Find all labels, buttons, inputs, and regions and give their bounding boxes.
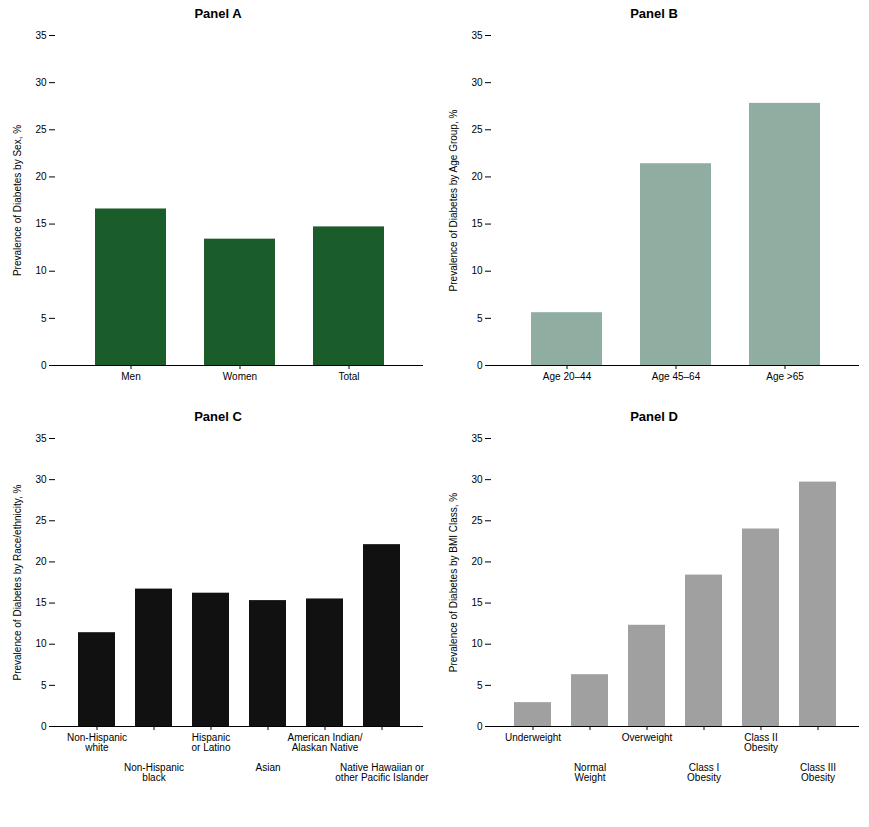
svg-text:Non-Hispanicblack: Non-Hispanicblack [124, 762, 184, 783]
svg-text:30: 30 [35, 77, 47, 88]
svg-text:Age 45–64: Age 45–64 [652, 371, 701, 382]
svg-text:Prevalence of Diabetes by Sex,: Prevalence of Diabetes by Sex, % [12, 125, 23, 276]
svg-text:35: 35 [35, 30, 47, 41]
html-text:Panel D: Panel D [630, 409, 678, 424]
svg-text:25: 25 [471, 124, 483, 135]
svg-text:Total: Total [338, 371, 359, 382]
svg-text:15: 15 [471, 597, 483, 608]
html-text:Panel A: Panel A [194, 6, 242, 21]
svg-text:15: 15 [35, 597, 47, 608]
svg-text:Age 20–44: Age 20–44 [543, 371, 592, 382]
svg-text:35: 35 [471, 30, 483, 41]
html-text:Panel C: Panel C [194, 409, 242, 424]
svg-text:Non-Hispanicwhite: Non-Hispanicwhite [67, 732, 127, 753]
svg-text:0: 0 [477, 721, 483, 732]
svg-text:30: 30 [471, 474, 483, 485]
svg-text:20: 20 [35, 556, 47, 567]
svg-text:Class IIObesity: Class IIObesity [744, 732, 778, 753]
svg-text:5: 5 [477, 680, 483, 691]
svg-text:5: 5 [41, 313, 47, 324]
html-text:Panel B: Panel B [630, 6, 678, 21]
svg-text:10: 10 [471, 265, 483, 276]
svg-text:Underweight: Underweight [505, 732, 561, 743]
svg-text:Class IObesity: Class IObesity [687, 762, 721, 783]
svg-text:35: 35 [35, 433, 47, 444]
svg-text:Age >65: Age >65 [766, 371, 804, 382]
svg-text:20: 20 [35, 171, 47, 182]
svg-text:30: 30 [471, 77, 483, 88]
svg-text:0: 0 [41, 360, 47, 371]
svg-text:Native Hawaiian orother Pacifi: Native Hawaiian orother Pacific Islander [335, 762, 429, 783]
svg-text:Asian: Asian [255, 762, 280, 773]
svg-text:0: 0 [41, 721, 47, 732]
svg-text:Class IIIObesity: Class IIIObesity [800, 762, 836, 783]
svg-text:NormalWeight: NormalWeight [574, 762, 606, 783]
svg-text:20: 20 [471, 556, 483, 567]
svg-text:Prevalence of Diabetes by Age: Prevalence of Diabetes by Age Group, % [448, 110, 459, 292]
svg-text:25: 25 [35, 124, 47, 135]
svg-text:Prevalence of Diabetes by Race: Prevalence of Diabetes by Race/ethnicity… [12, 484, 23, 680]
svg-text:0: 0 [477, 360, 483, 371]
svg-text:25: 25 [35, 515, 47, 526]
svg-text:Overweight: Overweight [622, 732, 673, 743]
svg-text:25: 25 [471, 515, 483, 526]
svg-text:Men: Men [121, 371, 140, 382]
svg-text:Prevalence of Diabetes by BMI: Prevalence of Diabetes by BMI Class, % [448, 493, 459, 673]
svg-text:15: 15 [35, 218, 47, 229]
svg-text:20: 20 [471, 171, 483, 182]
svg-text:American Indian/Alaskan Native: American Indian/Alaskan Native [287, 732, 362, 753]
svg-text:30: 30 [35, 474, 47, 485]
svg-text:5: 5 [477, 313, 483, 324]
svg-text:Women: Women [223, 371, 257, 382]
svg-text:10: 10 [35, 265, 47, 276]
svg-text:35: 35 [471, 433, 483, 444]
svg-text:Hispanicor Latino: Hispanicor Latino [192, 732, 231, 753]
svg-text:10: 10 [35, 638, 47, 649]
svg-text:15: 15 [471, 218, 483, 229]
svg-text:5: 5 [41, 680, 47, 691]
svg-text:10: 10 [471, 638, 483, 649]
